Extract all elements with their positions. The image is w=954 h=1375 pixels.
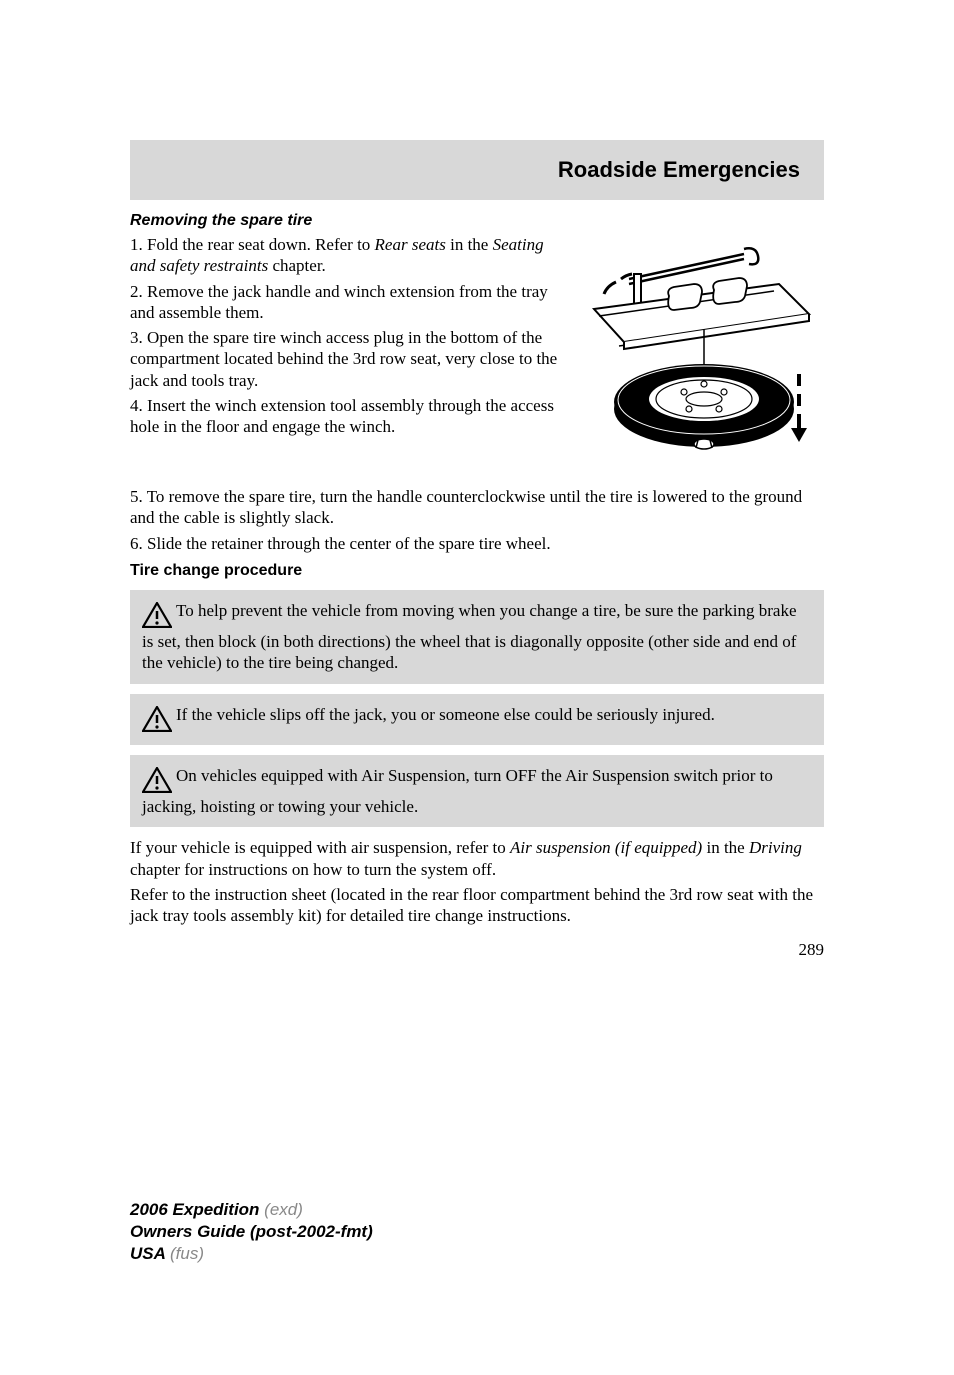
step-1-mid: in the — [446, 235, 493, 254]
chapter-title: Roadside Emergencies — [558, 157, 800, 183]
step-5: 5. To remove the spare tire, turn the ha… — [130, 486, 824, 529]
warning-2-text: If the vehicle slips off the jack, you o… — [176, 705, 715, 724]
warning-icon — [142, 602, 172, 633]
step-6: 6. Slide the retainer through the center… — [130, 533, 824, 554]
step-1-em1: Rear seats — [375, 235, 446, 254]
manual-page: Roadside Emergencies Removing the spare … — [0, 140, 954, 1375]
footer-line-1: 2006 Expedition (exd) — [130, 1199, 373, 1221]
para1-prefix: If your vehicle is equipped with air sus… — [130, 838, 510, 857]
air-suspension-para: If your vehicle is equipped with air sus… — [130, 837, 824, 880]
warning-box-1: To help prevent the vehicle from moving … — [130, 590, 824, 684]
section-heading-tire-change: Tire change procedure — [130, 562, 824, 580]
footer-code-1: (exd) — [264, 1200, 303, 1219]
instruction-sheet-para: Refer to the instruction sheet (located … — [130, 884, 824, 927]
para1-suffix: chapter for instructions on how to turn … — [130, 860, 496, 879]
footer-model: 2006 Expedition — [130, 1200, 264, 1219]
warning-icon — [142, 706, 172, 737]
para1-em1: Air suspension (if equipped) — [510, 838, 702, 857]
footer-line-3: USA (fus) — [130, 1243, 373, 1265]
page-content: Removing the spare tire — [130, 212, 824, 926]
warning-icon — [142, 767, 172, 798]
spare-tire-diagram — [574, 234, 824, 474]
warning-3-text: On vehicles equipped with Air Suspension… — [142, 766, 773, 816]
footer: 2006 Expedition (exd) Owners Guide (post… — [130, 1199, 373, 1265]
para1-mid: in the — [702, 838, 749, 857]
warning-box-2: If the vehicle slips off the jack, you o… — [130, 694, 824, 745]
page-number: 289 — [0, 940, 824, 960]
chapter-header-bar: Roadside Emergencies — [130, 140, 824, 200]
section-heading-removing-spare: Removing the spare tire — [130, 212, 824, 230]
step-1-suffix: chapter. — [268, 256, 326, 275]
para1-em2: Driving — [749, 838, 802, 857]
warning-box-3: On vehicles equipped with Air Suspension… — [130, 755, 824, 828]
footer-region: USA — [130, 1244, 170, 1263]
step-1-prefix: 1. Fold the rear seat down. Refer to — [130, 235, 375, 254]
footer-line-2: Owners Guide (post-2002-fmt) — [130, 1221, 373, 1243]
warning-1-text: To help prevent the vehicle from moving … — [142, 601, 797, 673]
footer-guide: Owners Guide (post-2002-fmt) — [130, 1222, 373, 1241]
footer-code-2: (fus) — [170, 1244, 204, 1263]
